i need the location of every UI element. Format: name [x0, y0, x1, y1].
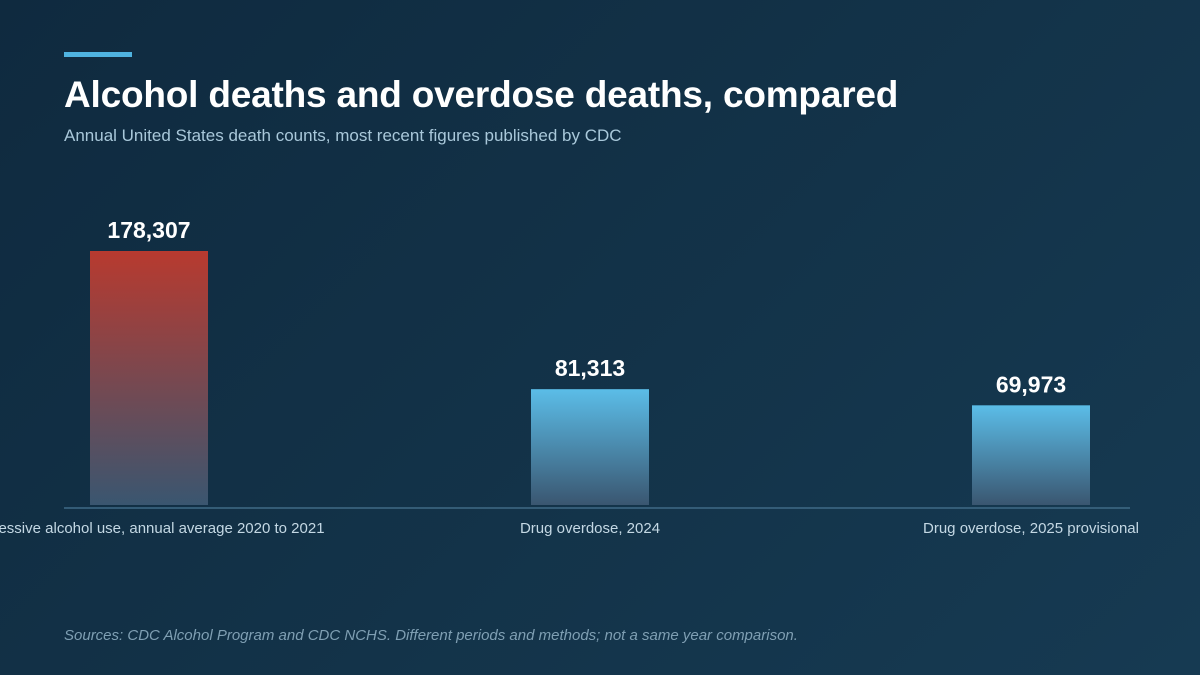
- category-label-2: Drug overdose, 2024: [520, 520, 660, 537]
- bar-3: [972, 405, 1090, 505]
- chart-subtitle: Annual United States death counts, most …: [64, 126, 622, 145]
- source-note: Sources: CDC Alcohol Program and CDC NCH…: [64, 627, 798, 644]
- value-label-2: 81,313: [555, 355, 625, 381]
- value-label-1: 178,307: [107, 217, 190, 243]
- category-label-1: Excessive alcohol use, annual average 20…: [0, 520, 325, 537]
- chart-title: Alcohol deaths and overdose deaths, comp…: [64, 74, 899, 115]
- category-label-3: Drug overdose, 2025 provisional: [923, 520, 1139, 537]
- title-accent-bar: [64, 52, 132, 57]
- bar-1: [90, 251, 208, 505]
- bar-2: [531, 389, 649, 505]
- value-label-3: 69,973: [996, 371, 1066, 397]
